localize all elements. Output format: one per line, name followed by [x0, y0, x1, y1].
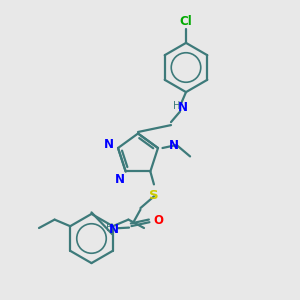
Text: H: H [106, 223, 113, 233]
Text: N: N [177, 100, 188, 114]
Text: Cl: Cl [180, 15, 192, 28]
Text: H: H [173, 100, 180, 111]
Text: N: N [109, 223, 119, 236]
Text: N: N [169, 139, 178, 152]
Text: O: O [153, 214, 163, 227]
Text: N: N [115, 172, 125, 186]
Text: S: S [149, 190, 159, 202]
Text: N: N [104, 138, 114, 151]
